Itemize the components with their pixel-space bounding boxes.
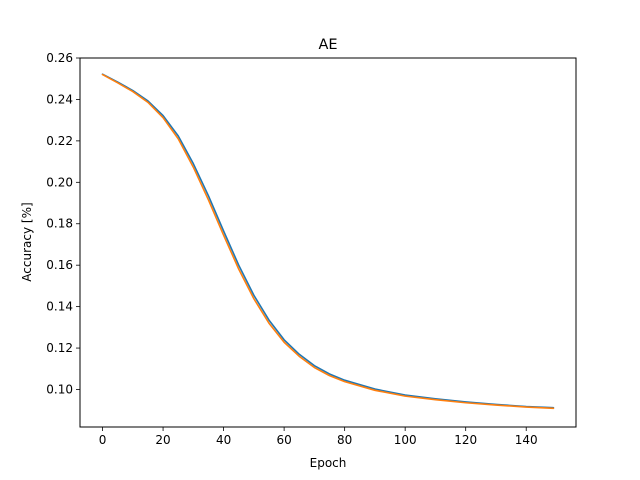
y-tick-label: 0.16 [46,258,73,272]
y-tick-label: 0.10 [46,382,73,396]
plot-frame [79,57,577,428]
series-line-1 [101,73,555,409]
x-axis-ticks: 0 20 40 60 80 100 120 140 [99,427,538,447]
x-tick-label: 80 [337,433,352,447]
y-tick-label: 0.12 [46,341,73,355]
x-tick-label: 0 [99,433,107,447]
y-tick-label: 0.24 [46,92,73,106]
x-axis-title: Epoch [310,456,347,470]
y-tick-label: 0.18 [46,217,73,231]
y-axis-ticks: 0.10 0.12 0.14 0.16 0.18 0.20 0.22 0.24 0.26 [46,51,80,396]
series-line-2 [101,73,555,410]
y-tick-label: 0.22 [46,134,73,148]
x-tick-label: 60 [276,433,291,447]
x-tick-label: 140 [515,433,538,447]
chart-title: AE [318,37,337,53]
y-axis-title: Accuracy [%] [20,202,34,281]
y-tick-label: 0.20 [46,175,73,189]
x-tick-label: 40 [216,433,231,447]
x-tick-label: 20 [155,433,170,447]
y-tick-label: 0.14 [46,300,73,314]
x-tick-label: 100 [394,433,417,447]
series-lines [101,73,555,410]
y-tick-label: 0.26 [46,51,73,65]
x-tick-label: 120 [454,433,477,447]
